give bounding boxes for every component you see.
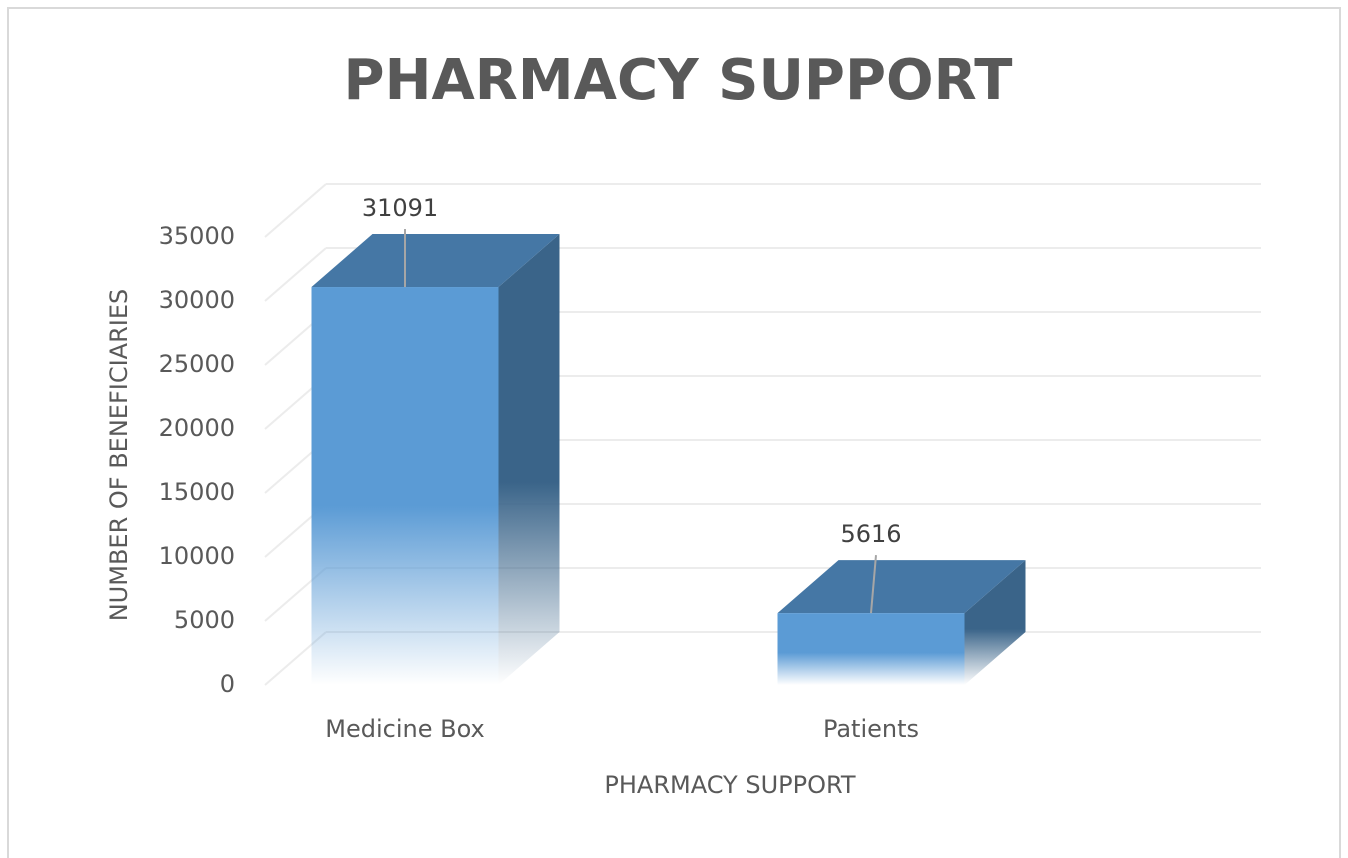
x-tick-label: Medicine Box (325, 715, 484, 743)
y-tick-label: 25000 (159, 350, 235, 378)
y-tick-label: 15000 (159, 478, 235, 506)
y-axis-label: NUMBER OF BENEFICIARIES (105, 289, 133, 622)
y-tick-label: 30000 (159, 286, 235, 314)
chart-frame (7, 7, 1341, 858)
bar-side (964, 560, 1026, 685)
bar-top (777, 560, 1026, 614)
y-tick-label: 10000 (159, 542, 235, 570)
data-label: 31091 (362, 194, 438, 222)
leader-line (870, 555, 877, 614)
grid-line-side (264, 247, 327, 302)
y-tick-label: 35000 (159, 222, 235, 250)
bar-top (311, 234, 560, 288)
bar-side (498, 234, 560, 685)
x-axis-label: PHARMACY SUPPORT (604, 771, 856, 799)
grid-line-side (264, 183, 327, 238)
y-tick-label: 0 (220, 670, 235, 698)
x-tick-label: Patients (823, 715, 919, 743)
bar (311, 287, 499, 685)
chart-title: PHARMACY SUPPORT (344, 48, 1013, 113)
y-tick-label: 20000 (159, 414, 235, 442)
bar (777, 613, 965, 685)
y-tick-label: 5000 (174, 606, 235, 634)
data-label: 5616 (840, 520, 901, 548)
